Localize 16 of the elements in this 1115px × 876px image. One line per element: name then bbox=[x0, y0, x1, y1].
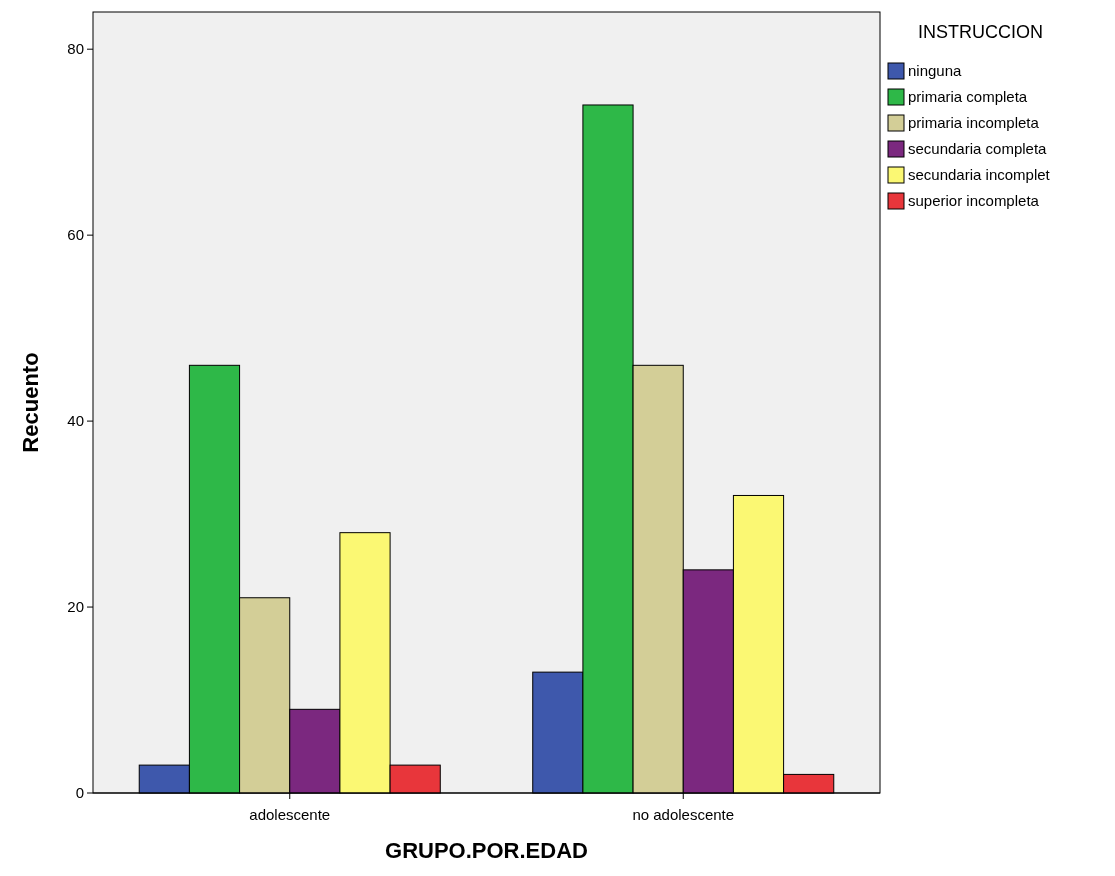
legend-title: INSTRUCCION bbox=[918, 22, 1043, 42]
x-tick-label: no adolescente bbox=[632, 806, 735, 823]
legend-label: secundaria completa bbox=[908, 140, 1048, 158]
legend-label: primaria completa bbox=[908, 88, 1028, 106]
legend-label: ninguna bbox=[908, 62, 963, 80]
y-axis-title: Recuento bbox=[18, 352, 43, 453]
y-tick-label: 60 bbox=[67, 226, 84, 244]
x-axis-title: GRUPO.POR.EDAD bbox=[385, 838, 588, 863]
legend-label: primaria incompleta bbox=[908, 114, 1040, 132]
y-tick-label: 0 bbox=[75, 784, 84, 802]
y-tick-label: 20 bbox=[67, 598, 84, 616]
legend-label: superior incompleta bbox=[908, 192, 1040, 210]
y-tick-label: 40 bbox=[67, 412, 84, 430]
legend-label: secundaria incomplet bbox=[908, 166, 1051, 184]
y-tick-label: 80 bbox=[67, 40, 84, 58]
x-tick-label: adolescente bbox=[249, 806, 331, 823]
